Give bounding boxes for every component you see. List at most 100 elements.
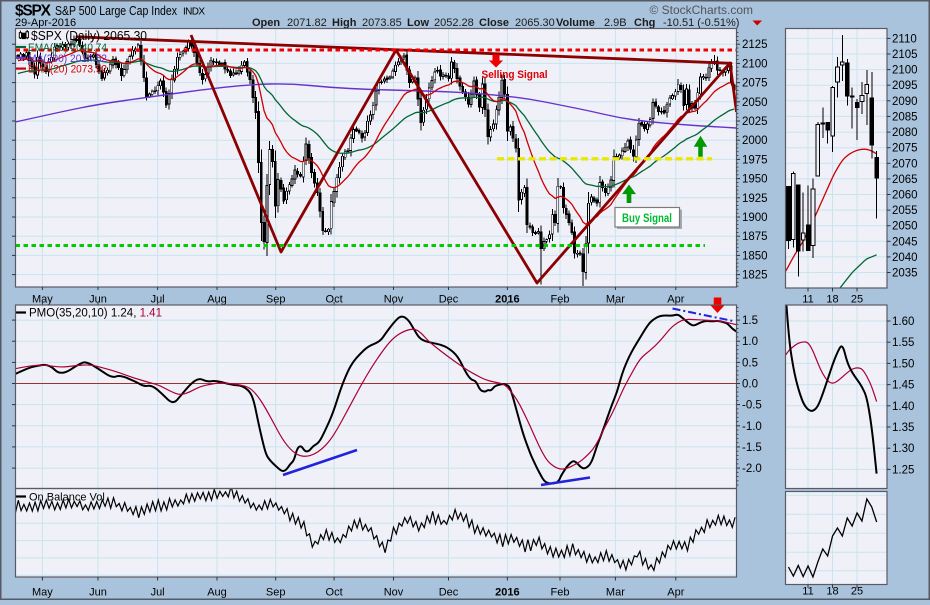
svg-text:Jul: Jul (151, 587, 165, 599)
svg-text:2025: 2025 (742, 116, 768, 128)
svg-text:2071.82: 2071.82 (287, 17, 327, 29)
svg-text:Feb: Feb (551, 294, 570, 306)
svg-text:© StockCharts.com: © StockCharts.com (649, 3, 753, 17)
svg-text:1850: 1850 (742, 250, 768, 262)
svg-text:2075: 2075 (892, 143, 918, 155)
svg-text:Selling Signal: Selling Signal (482, 69, 548, 81)
svg-text:1.25: 1.25 (892, 464, 914, 476)
svg-text:INDX: INDX (183, 7, 205, 18)
svg-text:2110: 2110 (892, 33, 917, 45)
svg-text:1.55: 1.55 (892, 337, 914, 349)
svg-text:2100: 2100 (742, 58, 768, 70)
svg-text:18: 18 (826, 586, 838, 598)
svg-text:May: May (32, 587, 53, 599)
svg-text:2035: 2035 (892, 268, 918, 280)
svg-text:$SPX: $SPX (15, 3, 52, 20)
svg-text:0.5: 0.5 (742, 357, 758, 369)
svg-text:S&P 500 Large Cap Index: S&P 500 Large Cap Index (55, 4, 178, 18)
svg-text:Feb: Feb (551, 587, 570, 599)
svg-text:Nov: Nov (384, 294, 404, 306)
svg-text:1900: 1900 (742, 212, 768, 224)
svg-text:2060: 2060 (892, 190, 918, 202)
svg-text:Aug: Aug (207, 587, 227, 599)
svg-text:1.40: 1.40 (892, 401, 914, 413)
svg-text:Apr: Apr (667, 587, 684, 599)
svg-text:Jun: Jun (89, 587, 107, 599)
svg-text:1.35: 1.35 (892, 422, 914, 434)
svg-text:2075: 2075 (742, 78, 768, 90)
svg-text:2100: 2100 (892, 65, 918, 77)
svg-text:2.9B: 2.9B (604, 17, 627, 29)
svg-text:2125: 2125 (742, 39, 768, 51)
svg-text:Jul: Jul (151, 294, 165, 306)
svg-text:1.60: 1.60 (892, 316, 914, 328)
svg-text:Oct: Oct (326, 587, 343, 599)
svg-text:High: High (332, 17, 357, 29)
svg-text:Jun: Jun (89, 294, 107, 306)
svg-text:2055: 2055 (892, 205, 918, 217)
svg-text:18: 18 (826, 294, 838, 306)
svg-text:1975: 1975 (742, 154, 768, 166)
svg-text:1.5: 1.5 (742, 315, 758, 327)
svg-text:-1.5: -1.5 (742, 442, 762, 454)
svg-text:2040: 2040 (892, 252, 918, 264)
svg-text:$SPX (Daily) 2065.30: $SPX (Daily) 2065.30 (31, 29, 147, 43)
svg-text:Dec: Dec (439, 587, 459, 599)
svg-text:2052.28: 2052.28 (434, 17, 474, 29)
svg-text:EMA(20) 2073.92: EMA(20) 2073.92 (28, 64, 107, 76)
svg-text:1950: 1950 (742, 174, 768, 186)
svg-text:PMO(35,20,10) 1.24, 1.41: PMO(35,20,10) 1.24, 1.41 (29, 308, 162, 320)
svg-text:1.50: 1.50 (892, 358, 914, 370)
svg-text:2016: 2016 (495, 587, 519, 599)
svg-text:Sep: Sep (266, 587, 286, 599)
svg-text:-0.5: -0.5 (742, 400, 762, 412)
svg-text:11: 11 (802, 586, 813, 598)
svg-text:0.0: 0.0 (742, 379, 758, 391)
svg-text:Apr: Apr (667, 294, 684, 306)
svg-text:On Balance Vol: On Balance Vol (29, 492, 105, 504)
svg-text:11: 11 (802, 294, 813, 306)
svg-text:Dec: Dec (439, 294, 459, 306)
svg-text:1925: 1925 (742, 193, 768, 205)
svg-text:2016: 2016 (495, 294, 519, 306)
svg-text:-10.51 (-0.51%): -10.51 (-0.51%) (663, 17, 739, 29)
svg-text:-2.0: -2.0 (742, 463, 762, 475)
svg-text:25: 25 (851, 586, 863, 598)
svg-text:2085: 2085 (892, 111, 918, 123)
svg-text:Chg: Chg (634, 17, 655, 29)
svg-text:Open: Open (252, 17, 280, 29)
svg-text:2065: 2065 (892, 174, 918, 186)
svg-text:2070: 2070 (892, 158, 918, 170)
svg-text:Sep: Sep (266, 294, 286, 306)
svg-text:2080: 2080 (892, 127, 918, 139)
svg-text:2045: 2045 (892, 236, 918, 248)
svg-text:Low: Low (407, 17, 429, 29)
svg-text:1.45: 1.45 (892, 380, 914, 392)
svg-text:2073.85: 2073.85 (362, 17, 402, 29)
svg-text:EMA(50) 2040.74: EMA(50) 2040.74 (28, 42, 107, 54)
svg-text:1.0: 1.0 (742, 336, 758, 348)
svg-text:Volume: Volume (556, 17, 595, 29)
svg-text:2095: 2095 (892, 80, 918, 92)
svg-text:-1.0: -1.0 (742, 421, 762, 433)
svg-text:Buy Signal: Buy Signal (622, 213, 672, 225)
svg-text:Close: Close (479, 17, 509, 29)
svg-text:May: May (32, 294, 53, 306)
svg-text:29-Apr-2016: 29-Apr-2016 (15, 17, 76, 29)
svg-text:2000: 2000 (742, 135, 768, 147)
svg-text:MA(200) 2014.52: MA(200) 2014.52 (28, 53, 107, 65)
svg-text:Nov: Nov (384, 587, 404, 599)
svg-text:Aug: Aug (207, 294, 227, 306)
svg-text:2105: 2105 (892, 49, 918, 61)
svg-text:2065.30: 2065.30 (515, 17, 555, 29)
svg-text:1875: 1875 (742, 231, 768, 243)
svg-text:Mar: Mar (606, 587, 625, 599)
svg-text:2050: 2050 (742, 97, 768, 109)
svg-text:2090: 2090 (892, 96, 918, 108)
svg-text:Mar: Mar (606, 294, 625, 306)
svg-text:25: 25 (851, 294, 863, 306)
svg-text:1825: 1825 (742, 270, 768, 282)
svg-text:2050: 2050 (892, 221, 918, 233)
svg-text:1.30: 1.30 (892, 443, 914, 455)
svg-text:Oct: Oct (326, 294, 343, 306)
